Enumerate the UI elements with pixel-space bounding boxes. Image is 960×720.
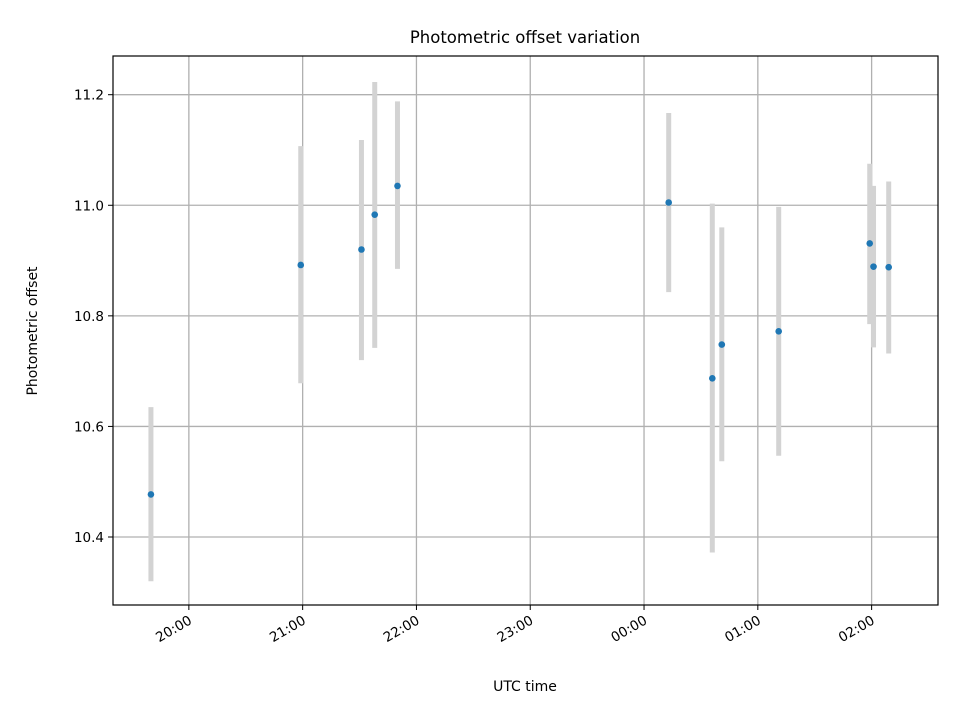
y-tick-label: 10.4 <box>74 530 104 546</box>
data-point <box>885 263 892 271</box>
x-axis-label: UTC time <box>493 679 557 695</box>
chart-title: Photometric offset variation <box>410 28 640 47</box>
y-tick-label: 11.0 <box>74 198 104 214</box>
data-point <box>358 246 365 253</box>
y-tick-label: 11.2 <box>74 88 104 104</box>
y-tick-label: 10.6 <box>74 419 104 435</box>
data-point <box>709 375 716 382</box>
data-points <box>147 182 892 498</box>
data-point <box>718 341 726 348</box>
data-point <box>870 263 877 270</box>
plot-area-frame <box>112 55 939 606</box>
y-axis-label: Photometric offset <box>25 266 41 396</box>
data-point <box>297 261 305 269</box>
data-point <box>665 199 672 206</box>
data-point <box>866 240 874 247</box>
data-point <box>371 211 379 218</box>
y-tick-label: 10.8 <box>74 309 104 325</box>
data-point <box>394 182 401 190</box>
data-point <box>147 491 155 498</box>
data-point <box>775 328 782 335</box>
